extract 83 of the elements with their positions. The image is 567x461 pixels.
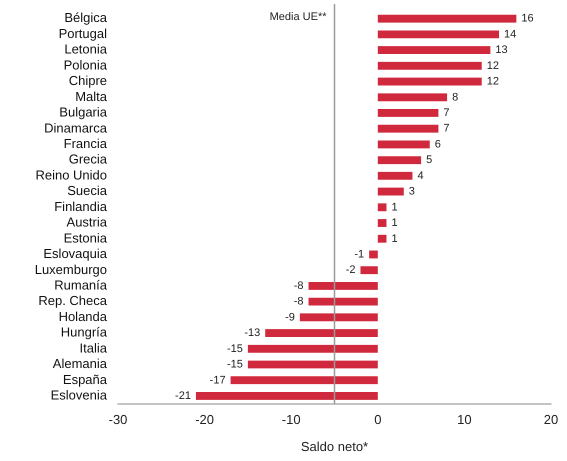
data-label: 6 <box>434 138 441 150</box>
y-tick-label: Letonia <box>64 42 108 57</box>
y-tick-label: Polonia <box>64 57 108 72</box>
y-tick-label: Reino Unido <box>35 167 107 182</box>
bar <box>378 203 386 212</box>
y-tick-label: Suecia <box>67 183 108 198</box>
data-label: 14 <box>504 28 516 40</box>
bar <box>378 78 482 86</box>
bar <box>378 172 412 180</box>
y-tick-label: Grecia <box>68 152 108 167</box>
bar <box>265 329 378 337</box>
bar <box>196 392 378 400</box>
y-tick-label: Finlandia <box>54 198 108 214</box>
bar <box>378 93 448 102</box>
y-tick-label: Rep. Checa <box>38 293 108 308</box>
data-label: 7 <box>443 122 450 135</box>
bar <box>378 30 500 38</box>
data-label: 1 <box>391 232 398 245</box>
bar <box>300 313 378 322</box>
bar <box>378 234 386 243</box>
bar <box>248 360 378 368</box>
y-tick-label: Italia <box>80 340 108 356</box>
bar <box>308 298 378 306</box>
data-label: 13 <box>495 44 508 56</box>
y-tick-label: Eslovenia <box>50 388 108 403</box>
data-label: 3 <box>408 186 415 198</box>
bar <box>378 14 516 23</box>
bar <box>378 140 430 148</box>
y-tick-label: Dinamarca <box>44 120 108 136</box>
data-label: -1 <box>354 248 364 260</box>
bar <box>360 266 378 274</box>
bar <box>230 376 378 384</box>
y-tick-label: Rumanía <box>54 277 108 292</box>
x-tick-label: 0 <box>374 412 382 428</box>
y-tick-label: Francia <box>64 136 108 151</box>
data-label: 7 <box>443 107 450 120</box>
bar <box>378 62 482 70</box>
x-tick-label: -10 <box>282 412 301 428</box>
data-label: 12 <box>486 76 499 88</box>
y-tick-label: Eslovaquia <box>43 246 108 262</box>
data-label: -21 <box>175 390 191 402</box>
data-label: -8 <box>294 280 304 292</box>
y-tick-label: Malta <box>75 88 108 104</box>
bar <box>378 109 438 117</box>
data-label: 16 <box>521 12 534 25</box>
y-tick-label: España <box>62 372 108 387</box>
bar <box>369 250 378 258</box>
bar <box>378 156 422 164</box>
data-label: -17 <box>210 374 226 386</box>
x-tick-label: 20 <box>544 412 558 428</box>
ref-line-label: Media UE** <box>270 11 328 24</box>
y-tick-label: Luxemburgo <box>34 262 107 277</box>
y-tick-label: Portugal <box>58 26 108 41</box>
y-tick-label: Hungría <box>60 324 108 340</box>
y-tick-label: Chipre <box>68 73 107 88</box>
bar <box>378 188 404 196</box>
data-label: -15 <box>226 358 243 371</box>
bar <box>378 124 438 133</box>
data-label: 1 <box>391 201 398 214</box>
data-label: 12 <box>486 60 499 72</box>
data-label: 5 <box>426 154 432 166</box>
x-tick-label: -20 <box>195 412 214 428</box>
y-tick-label: Bélgica <box>64 10 108 26</box>
bar <box>378 46 490 54</box>
bar <box>308 282 378 290</box>
x-tick-label: 10 <box>457 412 472 428</box>
data-label: 1 <box>391 217 398 230</box>
y-tick-label: Holanda <box>58 308 108 324</box>
data-label: 8 <box>452 91 458 104</box>
y-tick-label: Austria <box>66 214 108 230</box>
data-label: -8 <box>294 296 304 308</box>
y-tick-label: Bulgaria <box>59 104 108 120</box>
data-label: -2 <box>346 264 356 276</box>
x-axis-title: Saldo neto* <box>300 438 368 454</box>
x-tick-label: -30 <box>108 412 128 428</box>
data-label: 4 <box>417 170 424 182</box>
data-label: -15 <box>226 342 243 355</box>
y-tick-label: Alemania <box>52 356 108 372</box>
data-label: -13 <box>244 327 260 340</box>
bar <box>378 219 386 227</box>
y-tick-label: Estonia <box>64 230 108 246</box>
data-label: -9 <box>285 311 295 324</box>
bar <box>248 344 378 353</box>
